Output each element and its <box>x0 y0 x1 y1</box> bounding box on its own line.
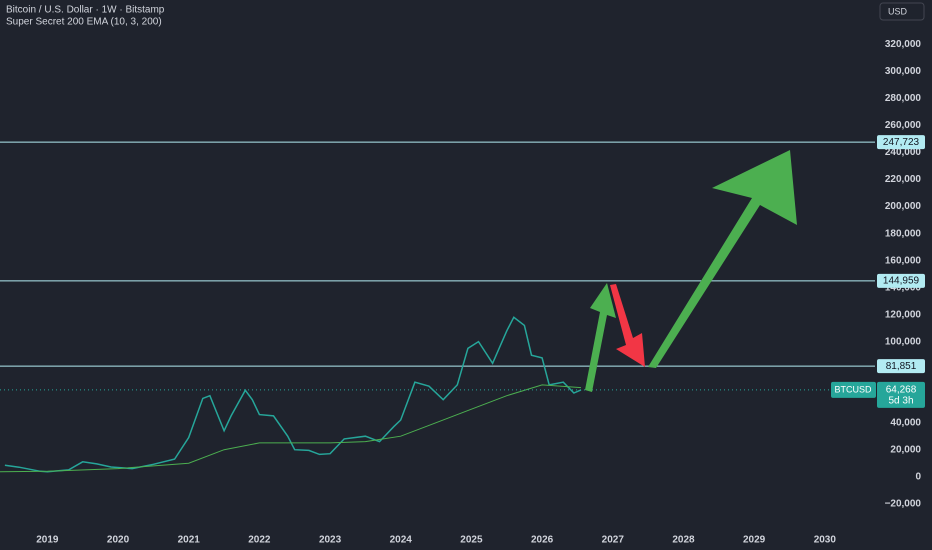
x-tick-label: 2022 <box>248 535 271 546</box>
x-tick-label: 2024 <box>390 535 413 546</box>
series-tag <box>831 381 876 398</box>
level-tag <box>877 135 925 150</box>
level-label: 144,959 <box>883 276 920 287</box>
arrow-down <box>610 284 645 367</box>
y-tick-label: 220,000 <box>885 174 922 185</box>
x-tick-label: 2023 <box>319 535 342 546</box>
x-tick-label: 2019 <box>36 535 59 546</box>
ema-line <box>0 384 582 473</box>
y-tick-label: 40,000 <box>890 417 921 428</box>
y-tick-label: 100,000 <box>885 336 922 347</box>
price-tag-label: 64,268 <box>886 385 917 396</box>
y-tick-label: 200,000 <box>885 201 922 212</box>
x-tick-label: 2028 <box>672 535 695 546</box>
arrow-up-short <box>585 283 616 392</box>
y-tick-label: 120,000 <box>885 309 922 320</box>
y-tick-label: 20,000 <box>890 444 921 455</box>
level-tag <box>877 359 925 374</box>
y-tick-label: 280,000 <box>885 93 922 104</box>
x-tick-label: 2029 <box>743 535 766 546</box>
level-label: 81,851 <box>886 361 917 372</box>
x-tick-label: 2027 <box>602 535 625 546</box>
y-tick-label: 300,000 <box>885 66 922 77</box>
x-tick-label: 2026 <box>531 535 554 546</box>
x-tick-label: 2020 <box>107 535 130 546</box>
indicator-label: Super Secret 200 EMA (10, 3, 200) <box>6 17 162 28</box>
y-tick-label: −20,000 <box>885 498 922 509</box>
y-tick-label: 260,000 <box>885 120 922 131</box>
y-tick-label: 240,000 <box>885 147 922 158</box>
y-tick-label: 160,000 <box>885 255 922 266</box>
arrow-up-long <box>648 150 797 368</box>
currency-button[interactable] <box>879 2 925 21</box>
y-tick-label: 180,000 <box>885 228 922 239</box>
price-line <box>4 316 582 473</box>
y-tick-label: 0 <box>915 471 921 482</box>
currency-label[interactable]: USD <box>888 6 908 16</box>
level-label: 247,723 <box>883 137 920 148</box>
y-tick-label: 320,000 <box>885 39 922 50</box>
countdown-label: 5d 3h <box>888 396 913 407</box>
chart-title: Bitcoin / U.S. Dollar · 1W · Bitstamp <box>6 5 165 16</box>
price-tag <box>877 381 925 408</box>
series-tag-label: BTCUSD <box>834 384 872 394</box>
level-tag <box>877 273 925 288</box>
x-tick-label: 2021 <box>178 535 201 546</box>
x-tick-label: 2030 <box>814 535 837 546</box>
x-tick-label: 2025 <box>460 535 483 546</box>
